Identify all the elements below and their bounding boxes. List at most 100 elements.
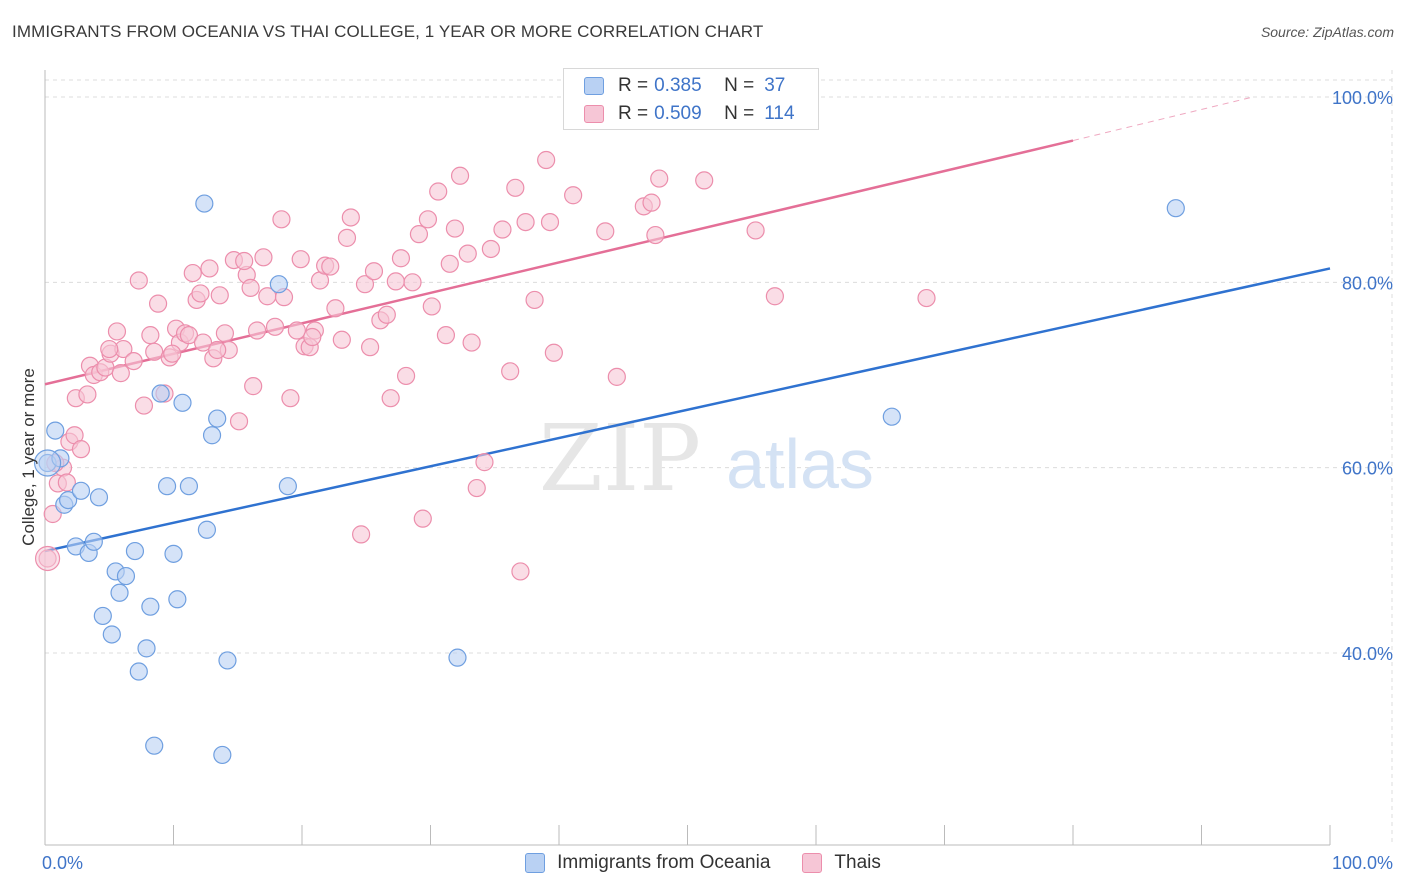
legend-item-thais[interactable]: Thais	[802, 852, 881, 874]
swatch-thais	[802, 853, 823, 873]
point-thais	[409, 225, 429, 244]
point-thais	[511, 562, 530, 581]
point-thais	[413, 509, 432, 528]
point-thais	[917, 288, 936, 308]
point-thais	[341, 208, 360, 227]
point-thais	[129, 271, 148, 290]
point-thais	[422, 297, 441, 316]
point-thais	[148, 294, 168, 313]
point-thais	[481, 239, 500, 259]
point-oceania	[71, 481, 91, 500]
point-thais	[272, 210, 291, 229]
watermark-atlas: atlas	[726, 425, 874, 503]
point-thais	[564, 186, 583, 205]
series-legend: Immigrants from Oceania Thais	[0, 852, 1406, 874]
point-thais	[467, 478, 486, 498]
point-thais	[361, 338, 380, 357]
point-thais	[765, 287, 784, 306]
n-label: N =	[724, 75, 755, 96]
point-oceania	[84, 532, 103, 551]
point-oceania	[129, 662, 148, 681]
trend-line-thais-extension	[1072, 96, 1254, 142]
point-oceania	[173, 393, 192, 412]
grid-lines	[45, 70, 1393, 845]
point-thais	[57, 473, 76, 492]
point-thais	[244, 377, 263, 396]
point-thais	[607, 367, 626, 386]
point-thais	[525, 290, 544, 310]
point-oceania	[213, 745, 232, 765]
point-thais	[281, 389, 300, 408]
point-thais	[321, 257, 340, 276]
point-thais	[377, 305, 396, 324]
n-value: 37	[764, 75, 786, 96]
legend-label-thais: Thais	[834, 852, 881, 873]
point-thais	[326, 299, 345, 318]
r-value: 0.385	[654, 75, 702, 96]
y-tick-label: 40.0%	[1342, 644, 1393, 664]
point-thais	[650, 169, 669, 188]
point-thais	[179, 326, 199, 345]
point-thais	[386, 272, 405, 291]
point-oceania	[195, 194, 214, 213]
point-thais	[646, 225, 665, 245]
point-oceania	[59, 491, 78, 510]
point-oceania	[46, 421, 65, 440]
legend-label-oceania: Immigrants from Oceania	[557, 852, 771, 873]
stats-legend: R = 0.385 N = 37 R = 0.509 N = 114	[563, 68, 819, 130]
point-thais	[287, 321, 306, 340]
point-oceania	[110, 583, 129, 602]
point-thais	[265, 317, 285, 336]
legend-item-oceania[interactable]: Immigrants from Oceania	[525, 852, 770, 874]
point-thais	[241, 278, 260, 297]
point-oceania	[164, 544, 183, 563]
point-thais	[337, 228, 357, 247]
r-label: R =	[618, 103, 649, 124]
point-thais	[191, 284, 210, 303]
point-thais	[391, 249, 411, 268]
y-tick-label: 60.0%	[1342, 459, 1393, 479]
point-thais	[352, 525, 371, 544]
n-label: N =	[724, 103, 755, 124]
point-thais	[254, 248, 273, 267]
point-thais	[493, 220, 512, 239]
data-points	[33, 150, 1185, 765]
point-thais	[642, 193, 661, 212]
point-thais	[475, 453, 494, 472]
point-thais	[501, 362, 520, 381]
swatch-oceania	[525, 853, 546, 873]
point-oceania	[116, 566, 136, 586]
point-thais	[462, 333, 481, 352]
point-thais	[403, 273, 422, 292]
point-oceania	[125, 541, 145, 561]
x-tick-label: 0.0%	[42, 853, 83, 873]
point-oceania	[145, 736, 164, 755]
point-thais	[291, 250, 310, 269]
point-thais	[215, 324, 234, 343]
y-tick-label: 80.0%	[1342, 273, 1393, 293]
point-thais	[183, 263, 202, 283]
point-thais	[364, 262, 384, 281]
point-oceania	[179, 477, 199, 496]
point-thais	[210, 286, 229, 305]
point-thais	[71, 440, 91, 459]
point-oceania	[33, 449, 62, 477]
point-oceania	[197, 520, 217, 539]
point-thais	[440, 254, 459, 273]
legend-row-thais: R = 0.509 N = 114	[584, 100, 795, 128]
x-tick-label: 100.0%	[1332, 853, 1393, 873]
point-oceania	[448, 648, 467, 667]
point-thais	[396, 366, 416, 386]
point-thais	[34, 545, 61, 572]
point-oceania	[269, 275, 288, 294]
point-oceania	[102, 625, 121, 644]
swatch-thais	[584, 105, 604, 123]
point-thais	[429, 182, 448, 201]
point-thais	[355, 275, 375, 294]
axis-labels: 40.0% 60.0% 80.0% 100.0% 0.0% 100.0% College, …	[19, 88, 1393, 873]
point-thais	[596, 222, 615, 241]
point-thais	[436, 326, 456, 345]
point-oceania	[89, 488, 109, 507]
point-oceania	[151, 384, 170, 403]
point-thais	[124, 352, 143, 371]
